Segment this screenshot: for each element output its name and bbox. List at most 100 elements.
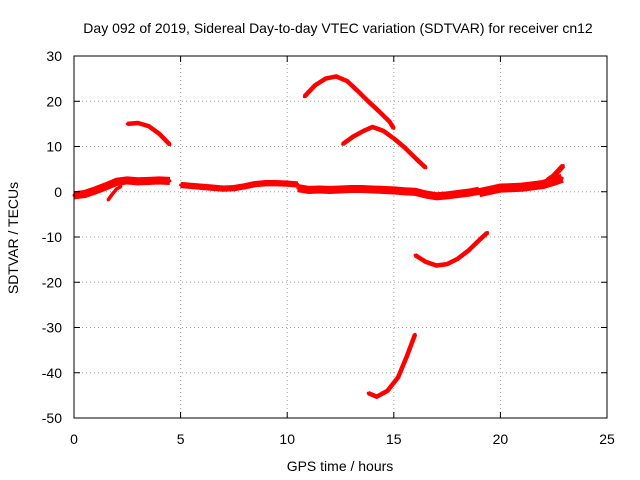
data-point (119, 184, 123, 188)
y-tick-label: 10 (46, 139, 62, 155)
series-arc-deep (366, 332, 418, 399)
data-point (110, 192, 114, 196)
data-point (189, 184, 193, 188)
data-point (366, 391, 370, 395)
data-point (147, 124, 151, 128)
plot-frame (73, 55, 608, 419)
x-tick-label: 0 (70, 431, 78, 447)
series-arc-mid (341, 124, 428, 170)
data-point (232, 186, 236, 190)
data-point (377, 109, 381, 113)
series-spike-early (106, 184, 123, 202)
data-point (371, 125, 374, 129)
data-point (125, 178, 129, 182)
data-point (285, 182, 289, 186)
data-point (413, 253, 417, 257)
data-point (211, 186, 215, 190)
y-tick-label: 20 (46, 93, 62, 109)
data-point (115, 187, 119, 191)
data-point (434, 264, 438, 267)
data-point (147, 179, 151, 183)
data-point (168, 179, 172, 183)
data-point (413, 332, 417, 336)
data-point (392, 126, 396, 130)
data-point (381, 129, 385, 133)
data-point (360, 187, 364, 191)
chart-title: Day 092 of 2019, Sidereal Day-to-day VTE… (83, 20, 593, 36)
data-point (324, 77, 328, 81)
series-band-spike-late (545, 163, 566, 183)
data-point (424, 193, 428, 196)
data-point (392, 188, 396, 192)
series-band-arc-low (413, 230, 490, 268)
data-point (125, 122, 129, 126)
data-point (445, 262, 449, 266)
data-point (179, 183, 183, 187)
data-point (328, 188, 332, 192)
data-point (253, 182, 257, 186)
data-series (72, 74, 566, 399)
x-axis-title: GPS time / hours (287, 458, 394, 474)
data-point (413, 156, 417, 160)
data-point (83, 192, 87, 196)
y-tick-label: -10 (42, 229, 62, 245)
series-band-arc-peak (302, 74, 396, 130)
data-point (434, 194, 438, 198)
data-point (106, 198, 110, 202)
y-tick-label: 30 (46, 48, 62, 64)
data-point (264, 181, 268, 185)
data-point (381, 188, 385, 192)
y-tick-label: -50 (42, 410, 62, 426)
x-tick-label: 5 (177, 431, 185, 447)
data-point (339, 188, 342, 191)
series-baseline-d (477, 173, 564, 198)
y-tick-label: -20 (42, 274, 62, 290)
data-point (317, 188, 321, 191)
data-point (456, 192, 460, 196)
y-tick-label: 0 (54, 184, 62, 200)
data-point (351, 135, 355, 138)
data-point (552, 174, 556, 178)
data-point (466, 191, 470, 195)
data-point (334, 74, 338, 78)
data-point (388, 120, 391, 124)
data-point (375, 395, 379, 399)
data-point (366, 99, 370, 103)
data-point (466, 249, 470, 253)
data-point (307, 188, 310, 192)
data-point (561, 164, 565, 167)
data-point (136, 179, 140, 183)
data-point (520, 185, 524, 189)
data-point (371, 188, 374, 191)
x-tick-label: 25 (599, 431, 615, 447)
series-baseline-b (179, 180, 300, 192)
data-point (104, 184, 108, 188)
y-tick-label: -40 (42, 365, 62, 381)
data-point (275, 181, 278, 185)
data-point (157, 178, 161, 182)
series-band-baseline-b (180, 180, 299, 192)
series-arc-early (125, 120, 172, 147)
data-point (545, 178, 549, 182)
data-point (302, 95, 306, 99)
data-point (424, 260, 428, 264)
data-point (392, 136, 396, 140)
y-axis-title: SDTVAR / TECUs (5, 182, 21, 294)
axis-ticks: 0 5 10 15 20 25 -50 -40 -30 -20 -10 0 10 20 30 (42, 48, 615, 447)
data-point (486, 231, 490, 234)
data-point (157, 132, 161, 136)
data-point (168, 143, 172, 147)
data-point (456, 257, 460, 261)
data-point (93, 188, 97, 192)
data-point (385, 389, 389, 393)
series-band-arc-mid (341, 124, 428, 170)
data-point (313, 83, 317, 87)
data-point (424, 166, 428, 170)
data-point (221, 187, 225, 191)
data-point (488, 188, 492, 192)
data-point (345, 79, 349, 83)
data-point (477, 238, 481, 242)
series-spike-late (545, 163, 566, 183)
data-point (396, 375, 400, 379)
